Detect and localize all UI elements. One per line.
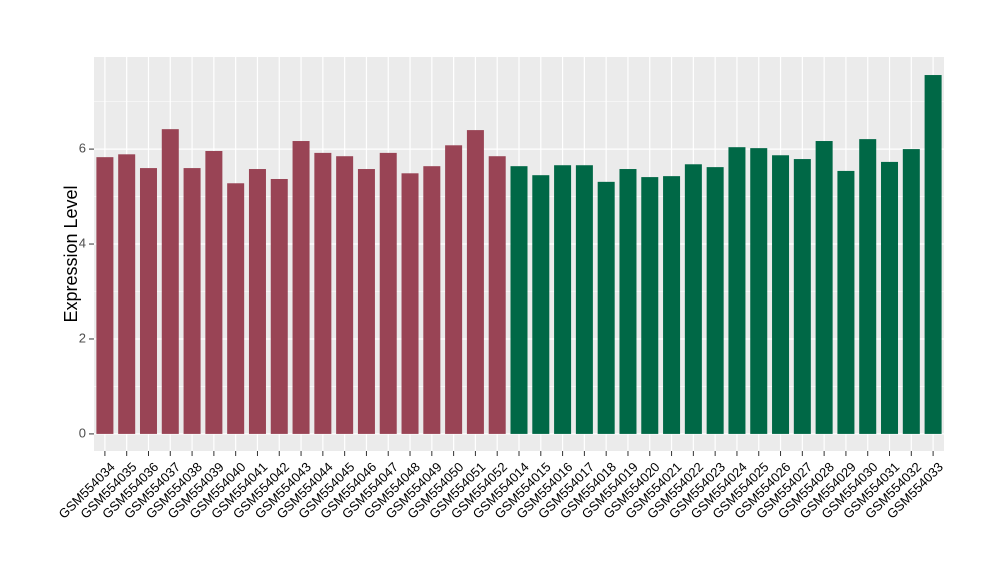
bar bbox=[423, 166, 441, 434]
bar bbox=[706, 167, 724, 434]
bar bbox=[815, 141, 833, 434]
bar bbox=[728, 147, 746, 434]
bar bbox=[161, 129, 179, 434]
bar bbox=[96, 157, 114, 434]
y-tick-label: 2 bbox=[79, 330, 86, 345]
bar bbox=[837, 170, 855, 434]
bar bbox=[859, 139, 877, 434]
y-tick-label: 0 bbox=[79, 425, 86, 440]
bar bbox=[205, 150, 223, 434]
bar bbox=[750, 148, 768, 434]
bar bbox=[466, 130, 484, 434]
bar bbox=[445, 145, 463, 434]
bar bbox=[619, 169, 637, 434]
bar bbox=[902, 149, 920, 434]
bar bbox=[684, 164, 702, 434]
bar bbox=[597, 181, 615, 434]
bar bbox=[401, 173, 419, 434]
bar bbox=[881, 161, 899, 434]
bar bbox=[663, 176, 681, 434]
bar bbox=[227, 183, 245, 434]
bar bbox=[532, 175, 550, 434]
bar bbox=[248, 169, 266, 434]
y-axis-title: Expression Level bbox=[61, 185, 81, 322]
bar bbox=[314, 152, 332, 434]
y-tick-label: 6 bbox=[79, 141, 86, 156]
bar bbox=[118, 154, 136, 434]
bar bbox=[641, 177, 659, 434]
bar bbox=[379, 152, 397, 434]
bar bbox=[510, 166, 528, 434]
bar bbox=[270, 178, 288, 434]
bar bbox=[793, 159, 811, 434]
bar bbox=[488, 156, 506, 434]
bar bbox=[554, 165, 572, 434]
bar bbox=[575, 165, 593, 434]
y-tick-label: 4 bbox=[79, 235, 86, 250]
bar bbox=[183, 168, 201, 434]
bar bbox=[357, 169, 375, 434]
bar bbox=[772, 155, 790, 434]
bar bbox=[139, 168, 157, 434]
bar bbox=[292, 141, 310, 434]
bar bbox=[924, 75, 942, 434]
bar bbox=[336, 156, 354, 434]
